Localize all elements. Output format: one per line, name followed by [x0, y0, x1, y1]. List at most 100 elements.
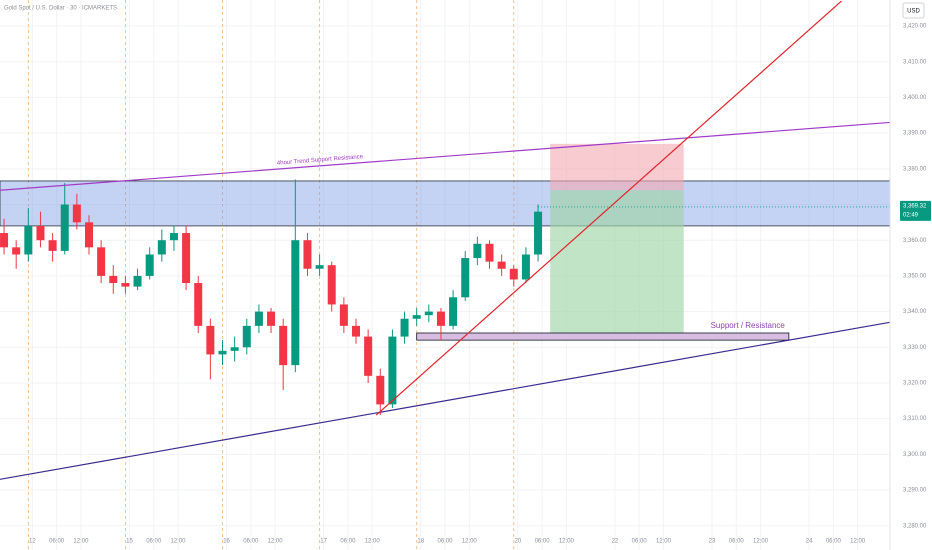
x-tick-label: 20 [514, 539, 521, 545]
candle-body [303, 240, 312, 269]
y-tick-label: 3,310.00 [903, 416, 927, 422]
x-tick-label: 18 [417, 539, 424, 545]
candle-body [36, 225, 45, 241]
candle-body [218, 350, 227, 355]
stop-area [550, 143, 684, 191]
y-tick-label: 3,390.00 [903, 131, 927, 137]
x-tick-label: 12:00 [850, 539, 866, 545]
candle-body [169, 233, 178, 241]
candle-body [0, 233, 9, 248]
candle-body [194, 283, 203, 326]
trend-line [0, 121, 891, 191]
price-label: 3,369.32 [903, 204, 927, 210]
x-tick-label: 06:00 [340, 539, 356, 545]
candle-body [72, 204, 81, 223]
trend-line [375, 0, 842, 416]
candle-body [485, 243, 494, 262]
candle-body [24, 225, 33, 255]
candle-body [436, 311, 445, 326]
box-label: Support / Resistance [711, 321, 786, 330]
candle-body [242, 325, 251, 348]
zone [0, 180, 891, 227]
candle-body [388, 336, 397, 405]
currency-button[interactable] [902, 2, 925, 19]
x-tick-label: 12:00 [268, 539, 284, 545]
x-tick-label: 12:00 [462, 539, 478, 545]
x-tick-label: 12:00 [365, 539, 381, 545]
y-tick-label: 3,320.00 [903, 381, 927, 387]
y-tick-label: 3,340.00 [903, 309, 927, 315]
y-tick-label: 3,330.00 [903, 345, 927, 351]
x-tick-label: 12:00 [753, 539, 769, 545]
x-tick-label: 17 [320, 539, 327, 545]
x-tick-label: 06:00 [437, 539, 453, 545]
candle-body [145, 254, 154, 276]
y-tick-label: 3,380.00 [903, 166, 927, 172]
x-tick-label: 16 [223, 539, 230, 545]
candle-body [109, 275, 118, 284]
y-tick-label: 3,300.00 [903, 452, 927, 458]
candle-body [85, 222, 93, 248]
candle-body [521, 254, 530, 280]
y-tick-label: 3,420.00 [903, 24, 927, 30]
x-tick-label: 06:00 [146, 539, 162, 545]
trend-line [0, 321, 891, 480]
candle-body [364, 336, 373, 376]
candle-body [339, 304, 348, 326]
x-tick-label: 06:00 [729, 539, 745, 545]
candle-body [97, 247, 106, 276]
candle-body [182, 233, 191, 284]
x-tick-label: 12:00 [170, 539, 186, 545]
candle-body [449, 297, 458, 326]
candle-body [412, 315, 421, 319]
x-tick-label: 23 [709, 539, 716, 545]
x-tick-label: 22 [612, 539, 619, 545]
countdown: 02:49 [903, 213, 919, 219]
y-tick-label: 3,290.00 [903, 488, 927, 494]
x-tick-label: 06:00 [49, 539, 65, 545]
candle-body [48, 240, 57, 251]
currency-label: USD [907, 9, 920, 15]
candle-body [267, 311, 276, 326]
candle-body [121, 283, 130, 287]
candle-body [497, 261, 506, 269]
candle-body [327, 265, 336, 305]
y-tick-label: 3,410.00 [903, 59, 927, 65]
candle-body [133, 275, 142, 287]
candle-body [376, 375, 385, 405]
x-tick-label: 06:00 [632, 539, 648, 545]
y-tick-label: 3,400.00 [903, 95, 927, 101]
y-tick-label: 3,280.00 [903, 523, 927, 529]
candle-body [461, 258, 470, 298]
x-tick-label: 12:00 [656, 539, 672, 545]
candle-body [424, 311, 433, 316]
x-tick-label: 12:00 [73, 539, 89, 545]
candle-body [230, 347, 239, 351]
candle-body [352, 325, 360, 337]
x-tick-label: 12 [29, 539, 36, 545]
x-tick-label: 12:00 [559, 539, 575, 545]
candle-body [509, 268, 518, 280]
chart-title: Gold Spot / U.S. Dollar · 30 · ICMARKETS [4, 6, 117, 12]
x-tick-label: 24 [806, 539, 813, 545]
candle-body [291, 240, 300, 366]
y-tick-label: 3,360.00 [903, 238, 927, 244]
candle-body [206, 325, 215, 355]
price-tag [900, 200, 931, 221]
candle-body [473, 243, 482, 259]
y-tick-label: 3,350.00 [903, 273, 927, 279]
support-box [416, 332, 790, 341]
candle-body [400, 318, 409, 337]
x-tick-label: 06:00 [826, 539, 842, 545]
candle-body [534, 211, 543, 255]
x-tick-label: 06:00 [243, 539, 259, 545]
target-area [550, 190, 684, 333]
candle-body [315, 265, 324, 269]
x-tick-label: 06:00 [535, 539, 551, 545]
candle-body [157, 240, 166, 255]
candle-body [60, 204, 69, 251]
candle-body [254, 311, 263, 326]
candle-body [12, 247, 21, 255]
